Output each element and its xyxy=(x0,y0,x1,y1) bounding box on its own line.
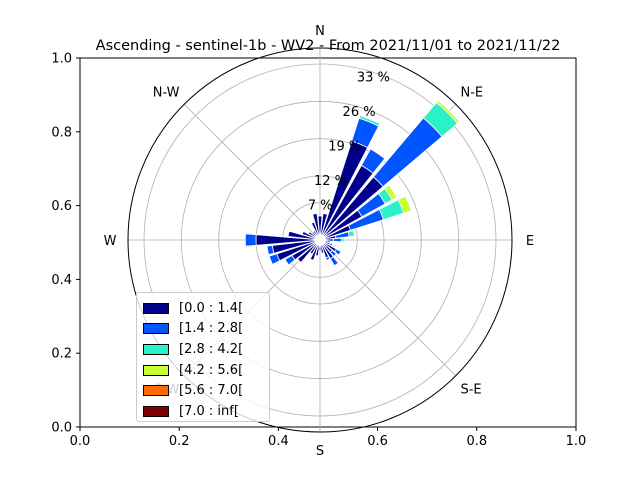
sector-bar xyxy=(384,184,398,201)
legend-label: [4.2 : 5.6[ xyxy=(179,362,244,378)
sector-bar xyxy=(319,239,325,254)
x-tick-label: 0.4 xyxy=(268,434,289,449)
sector-bars xyxy=(244,99,461,267)
sector-bar xyxy=(325,256,331,261)
sector-bar xyxy=(329,256,339,267)
direction-label: W xyxy=(104,234,117,249)
y-axis-ticks: 0.0 0.2 0.4 0.6 0.8 1.0 xyxy=(51,52,80,436)
legend-label: [2.8 : 4.2[ xyxy=(179,341,244,357)
direction-label: S xyxy=(316,444,324,459)
legend-swatch xyxy=(143,343,169,355)
sector-bar xyxy=(284,254,296,266)
sector-bar xyxy=(332,237,342,243)
sector-bar xyxy=(317,215,323,241)
x-tick-label: 0.6 xyxy=(367,434,388,449)
sector-bar xyxy=(397,195,412,214)
x-tick-label: 0.0 xyxy=(70,434,91,449)
y-tick-label: 1.0 xyxy=(51,52,72,67)
sector-bar xyxy=(334,248,342,256)
sector-bar xyxy=(360,148,386,174)
axes-frame xyxy=(79,57,577,428)
legend-swatch xyxy=(143,385,169,397)
radial-labels: 7 % 12 % 19 % 26 % 33 % xyxy=(308,70,390,213)
legend-swatch xyxy=(143,302,169,314)
sector-bar xyxy=(347,229,355,238)
sector-bar xyxy=(372,117,443,188)
direction-labels: NN-EES-ESS-WWN-W xyxy=(104,24,535,459)
outer-circle xyxy=(127,47,513,433)
legend-item: [1.4 : 2.8[ xyxy=(143,319,263,340)
sector-bar xyxy=(312,213,321,241)
y-tick-label: 0.2 xyxy=(51,347,72,362)
x-axis-ticks: 0.0 0.2 0.4 0.6 0.8 1.0 xyxy=(70,427,587,449)
sector-bar xyxy=(329,249,337,257)
x-tick-label: 0.8 xyxy=(466,434,487,449)
y-tick-label: 0.0 xyxy=(51,421,72,436)
sector-bar xyxy=(435,99,461,125)
sector-bar xyxy=(266,245,275,256)
legend-label: [1.4 : 2.8[ xyxy=(179,321,244,337)
direction-label: N xyxy=(315,24,325,39)
sector-bar xyxy=(310,221,321,241)
direction-label: N-E xyxy=(460,86,483,101)
radial-label: 19 % xyxy=(328,139,361,154)
radial-label: 33 % xyxy=(357,70,390,85)
radial-label: 12 % xyxy=(314,174,347,189)
direction-label: E xyxy=(526,234,534,249)
legend-item: [2.8 : 4.2[ xyxy=(143,339,263,360)
legend-item: [5.6 : 7.0[ xyxy=(143,380,263,401)
y-tick-label: 0.4 xyxy=(51,273,72,288)
grid-spoke xyxy=(183,103,321,241)
legend-item: [7.0 : inf[ xyxy=(143,401,263,422)
x-tick-label: 1.0 xyxy=(566,434,587,449)
sector-bar xyxy=(268,253,281,265)
grid-spoke xyxy=(319,239,457,377)
legend-swatch xyxy=(143,323,169,335)
radial-label: 26 % xyxy=(343,105,376,120)
sector-bar xyxy=(328,242,334,247)
direction-label: S-E xyxy=(460,382,481,397)
y-tick-label: 0.6 xyxy=(51,199,72,214)
sector-bar xyxy=(358,115,381,127)
legend-label: [7.0 : inf[ xyxy=(179,403,239,419)
legend-swatch xyxy=(143,364,169,376)
legend: [0.0 : 1.4[ [1.4 : 2.8[ [2.8 : 4.2[ [4.2… xyxy=(136,292,270,422)
sector-bar xyxy=(340,237,345,243)
radial-label: 7 % xyxy=(308,199,333,214)
legend-swatch xyxy=(143,405,169,417)
chart-title: Ascending - sentinel-1b - WV2 - From 202… xyxy=(96,38,561,54)
sector-bar xyxy=(244,233,257,247)
legend-item: [0.0 : 1.4[ xyxy=(143,298,263,319)
legend-label: [5.6 : 7.0[ xyxy=(179,383,244,399)
legend-item: [4.2 : 5.6[ xyxy=(143,360,263,381)
direction-label: N-W xyxy=(153,86,180,101)
sector-bar xyxy=(297,239,321,263)
y-tick-label: 0.8 xyxy=(51,125,72,140)
x-tick-label: 0.2 xyxy=(169,434,190,449)
legend-label: [0.0 : 1.4[ xyxy=(179,300,244,316)
